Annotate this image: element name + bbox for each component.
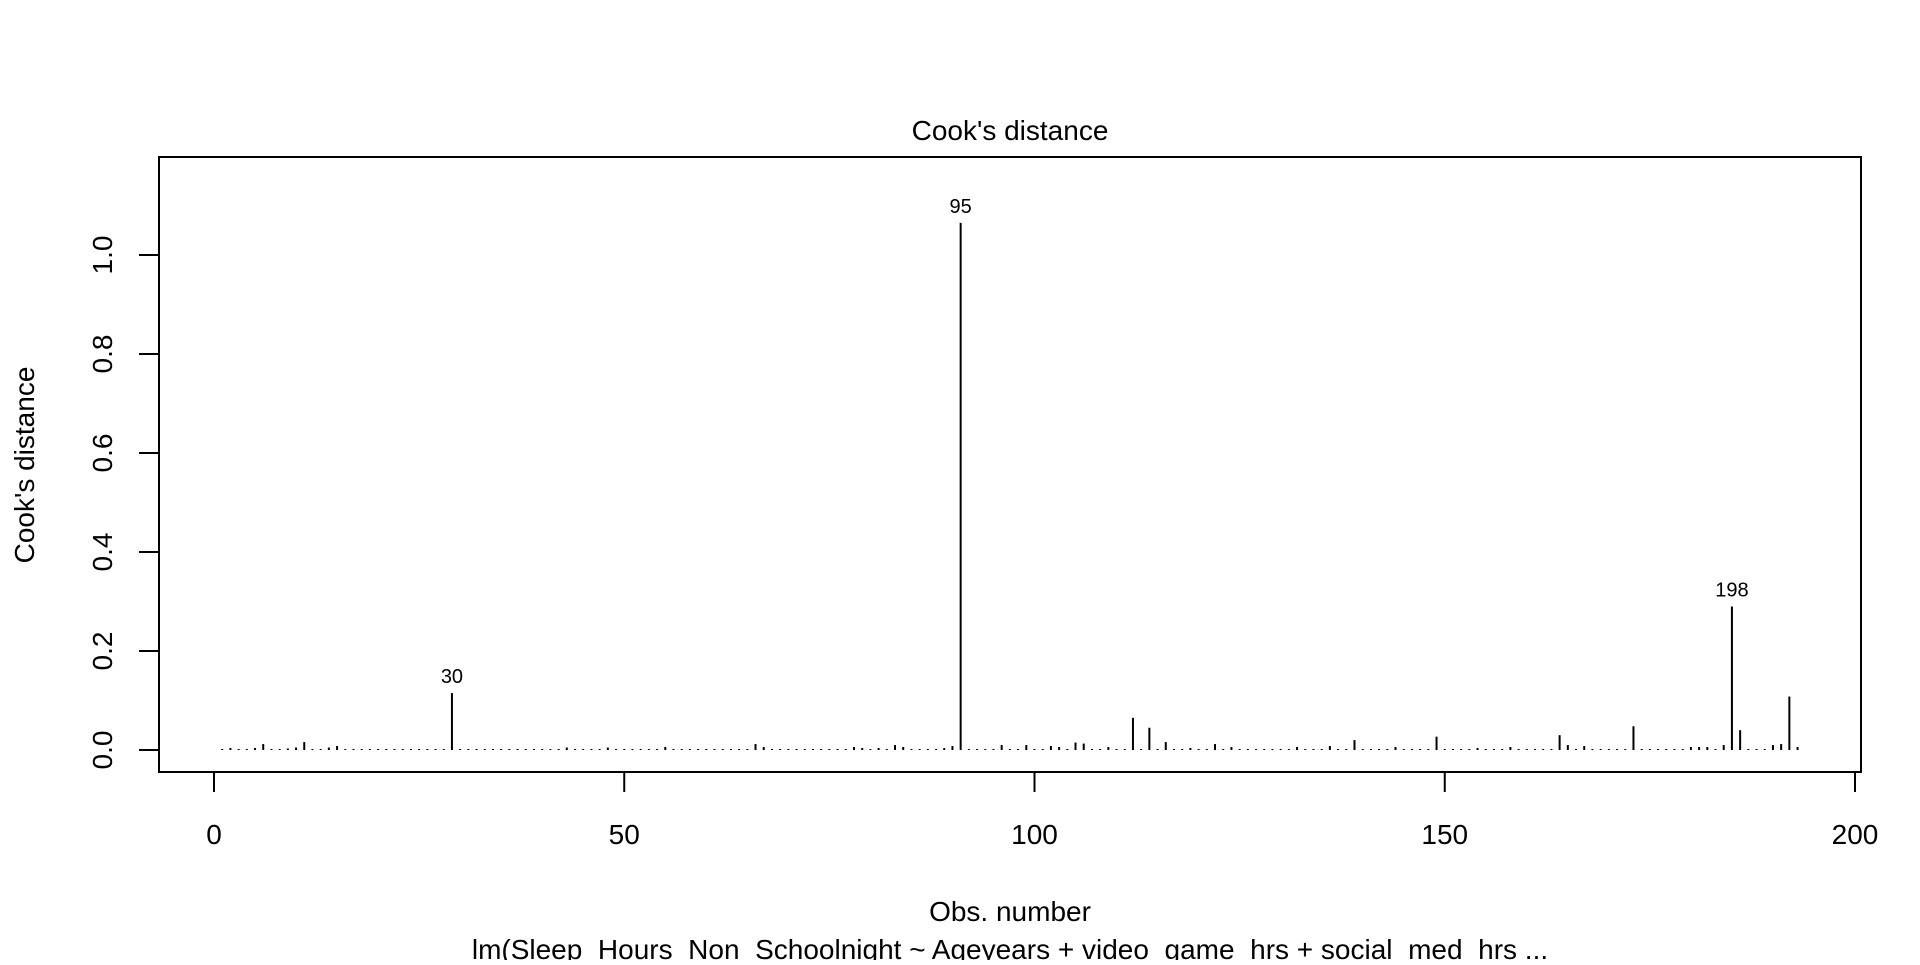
x-tick-label: 0	[206, 819, 222, 850]
x-tick-label: 50	[609, 819, 640, 850]
x-tick-label: 200	[1832, 819, 1879, 850]
bars-group	[221, 222, 1799, 750]
point-label-95: 95	[950, 196, 972, 218]
y-tick-label: 1.0	[87, 236, 118, 275]
y-axis-label: Cook's distance	[9, 367, 40, 564]
plot-frame	[158, 156, 1862, 773]
chart-title: Cook's distance	[912, 115, 1109, 146]
y-axis: 0.0 0.2 0.4 0.6 0.8 1.0	[87, 236, 160, 770]
y-tick-label: 0.4	[87, 533, 118, 572]
point-label-30: 30	[441, 666, 463, 688]
y-tick-label: 0.6	[87, 434, 118, 473]
x-axis: 0 50 100 150 200	[206, 771, 1879, 850]
y-tick-label: 0.0	[87, 731, 118, 770]
annotations-group: 30 95 198	[441, 196, 1749, 688]
y-tick-label: 0.2	[87, 632, 118, 671]
x-axis-label: Obs. number	[929, 896, 1091, 927]
x-tick-label: 100	[1011, 819, 1058, 850]
point-label-198: 198	[1715, 579, 1748, 601]
x-tick-label: 150	[1421, 819, 1468, 850]
y-tick-label: 0.8	[87, 335, 118, 374]
chart-subtitle: lm(Sleep_Hours_Non_Schoolnight ~ Ageyear…	[472, 934, 1548, 960]
